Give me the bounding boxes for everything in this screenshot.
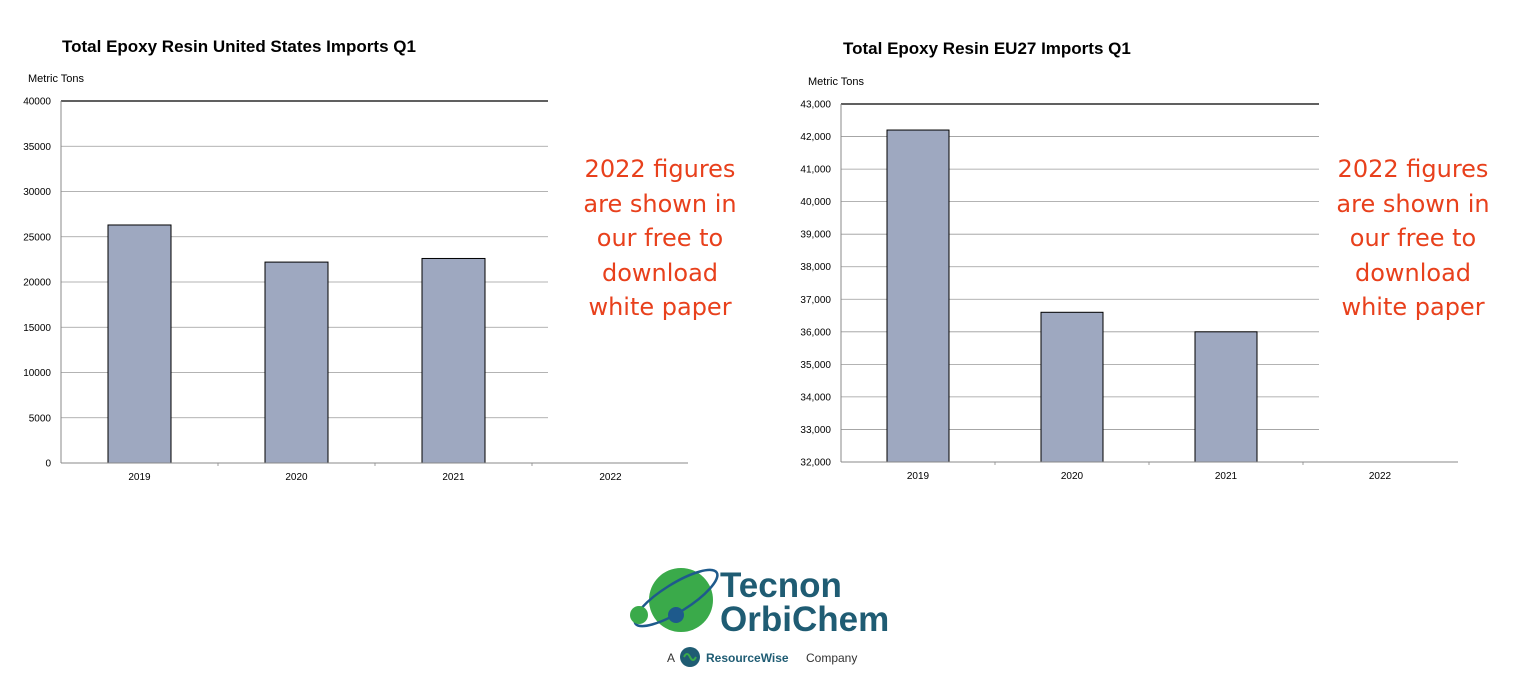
- tecnon-orbichem-logo: Tecnon OrbiChem A ResourceWise Company: [630, 566, 889, 667]
- tagline-suffix: Company: [806, 651, 857, 665]
- y-tick-label: 33,000: [800, 425, 831, 436]
- y-tick-label: 34,000: [800, 392, 831, 403]
- y-tick-label: 42,000: [800, 132, 831, 143]
- y-tick-label: 40000: [23, 97, 51, 108]
- y-axis-label: Metric Tons: [28, 73, 85, 85]
- bar-2021: [421, 257, 486, 464]
- y-tick-label: 0: [45, 459, 51, 470]
- y-tick-label: 5000: [29, 413, 52, 424]
- annotation-line: white paper: [1341, 293, 1485, 321]
- annotation-line: 2022 figures: [1337, 155, 1489, 183]
- y-tick-label: 15000: [23, 323, 51, 334]
- y-tick-label: 40,000: [800, 197, 831, 208]
- chart-title: Total Epoxy Resin United States Imports …: [62, 37, 416, 56]
- us-imports-chart: Total Epoxy Resin United States Imports …: [23, 37, 688, 483]
- logo-blue-dot: [668, 607, 684, 623]
- y-tick-label: 30000: [23, 187, 51, 198]
- annotation-line: our free to: [596, 224, 724, 252]
- bar-2021: [1194, 331, 1258, 463]
- tagline-prefix: A: [667, 651, 675, 665]
- annotation-line: white paper: [588, 293, 732, 321]
- x-tick-label: 2021: [442, 472, 465, 483]
- annotation-line: are shown in: [583, 189, 737, 218]
- y-tick-label: 20000: [23, 278, 51, 289]
- tagline-brand: ResourceWise: [706, 651, 789, 665]
- x-tick-label: 2019: [907, 471, 930, 482]
- y-tick-label: 36,000: [800, 327, 831, 338]
- x-tick-label: 2019: [128, 472, 151, 483]
- annotation-line: download: [1354, 258, 1472, 287]
- bar-2019: [107, 224, 172, 464]
- y-tick-label: 38,000: [800, 262, 831, 273]
- chart-title: Total Epoxy Resin EU27 Imports Q1: [843, 39, 1131, 58]
- annotation-line: 2022 figures: [584, 155, 736, 183]
- resourcewise-icon-wave: [683, 653, 697, 661]
- x-tick-label: 2022: [599, 472, 622, 483]
- annotation-line: download: [601, 258, 719, 287]
- y-tick-label: 39,000: [800, 230, 831, 241]
- annotation-line: our free to: [1349, 224, 1477, 252]
- y-tick-label: 35,000: [800, 360, 831, 371]
- x-tick-label: 2020: [1061, 471, 1084, 482]
- y-tick-label: 37,000: [800, 295, 831, 306]
- bar-2019: [886, 129, 950, 463]
- x-tick-label: 2021: [1215, 471, 1238, 482]
- logo-line2: OrbiChem: [720, 600, 889, 639]
- x-tick-label: 2022: [1369, 471, 1392, 482]
- y-tick-label: 41,000: [800, 165, 831, 176]
- annotation-us: 2022 figures are shown in our free to do…: [560, 152, 760, 325]
- y-tick-label: 25000: [23, 232, 51, 243]
- logo-small-green-dot: [630, 606, 648, 624]
- y-axis-label: Metric Tons: [808, 76, 865, 88]
- eu27-imports-chart: Total Epoxy Resin EU27 Imports Q1 Metric…: [800, 39, 1458, 482]
- bar-2020: [1040, 311, 1104, 463]
- y-tick-label: 10000: [23, 368, 51, 379]
- logo-green-circle: [649, 568, 713, 632]
- logo-line1: Tecnon: [720, 566, 842, 605]
- y-tick-label: 35000: [23, 142, 51, 153]
- logo-orbit-ring: [633, 568, 719, 628]
- annotation-eu27: 2022 figures are shown in our free to do…: [1313, 152, 1513, 325]
- y-tick-label: 32,000: [800, 458, 831, 469]
- y-tick-label: 43,000: [800, 100, 831, 111]
- bar-2020: [264, 261, 329, 464]
- annotation-line: are shown in: [1336, 189, 1490, 218]
- x-tick-label: 2020: [285, 472, 308, 483]
